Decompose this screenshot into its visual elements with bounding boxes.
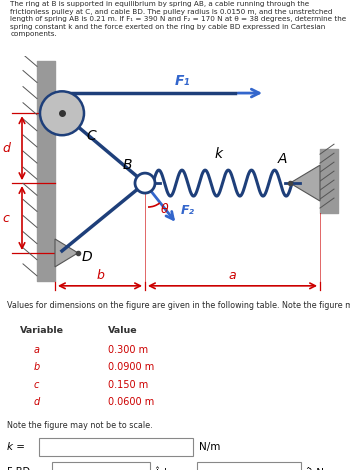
- Text: 0.0900 m: 0.0900 m: [108, 362, 154, 372]
- Polygon shape: [290, 165, 320, 201]
- FancyBboxPatch shape: [52, 462, 150, 470]
- Text: k: k: [215, 147, 223, 161]
- Text: a: a: [34, 345, 40, 355]
- Text: θ: θ: [161, 203, 169, 216]
- Text: 0.300 m: 0.300 m: [108, 345, 148, 355]
- Text: D: D: [82, 250, 93, 264]
- Text: c: c: [34, 380, 39, 390]
- Text: A: A: [278, 152, 287, 166]
- Text: Note the figure may not be to scale.: Note the figure may not be to scale.: [7, 421, 153, 431]
- Text: d: d: [34, 397, 40, 407]
- Circle shape: [40, 91, 84, 135]
- Text: Value: Value: [108, 326, 138, 335]
- Text: 0.150 m: 0.150 m: [108, 380, 148, 390]
- Text: î +: î +: [155, 467, 170, 470]
- Text: B: B: [123, 158, 133, 172]
- Text: a: a: [229, 269, 236, 282]
- FancyBboxPatch shape: [39, 438, 194, 456]
- Text: F₁: F₁: [175, 74, 191, 88]
- Text: F₂: F₂: [181, 204, 195, 217]
- Text: d: d: [2, 141, 10, 155]
- Text: Variable: Variable: [20, 326, 64, 335]
- Text: b: b: [34, 362, 40, 372]
- Text: 0.0600 m: 0.0600 m: [108, 397, 154, 407]
- Text: ĵ) N: ĵ) N: [306, 467, 324, 470]
- Text: F BD =: F BD =: [7, 467, 41, 470]
- Text: C: C: [86, 129, 96, 143]
- Text: The ring at B is supported in equilibrium by spring AB, a cable running through : The ring at B is supported in equilibriu…: [10, 1, 347, 38]
- Circle shape: [135, 173, 155, 193]
- Text: Values for dimensions on the figure are given in the following table. Note the f: Values for dimensions on the figure are …: [7, 301, 350, 310]
- FancyBboxPatch shape: [197, 462, 301, 470]
- Polygon shape: [55, 239, 78, 267]
- Text: k =: k =: [7, 442, 25, 452]
- Text: b: b: [96, 269, 104, 282]
- Text: N/m: N/m: [198, 442, 220, 452]
- Text: c: c: [2, 212, 9, 225]
